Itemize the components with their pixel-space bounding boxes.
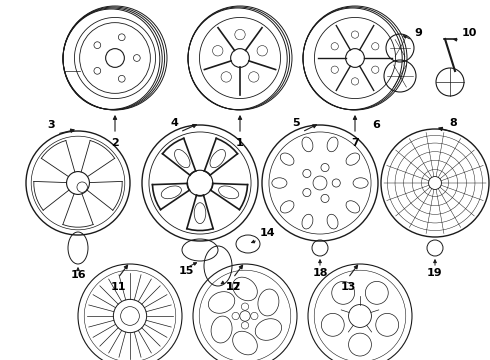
Text: 19: 19 (427, 268, 443, 278)
Text: 4: 4 (170, 118, 178, 128)
Text: 12: 12 (225, 282, 241, 292)
Text: 7: 7 (351, 138, 359, 148)
Text: 8: 8 (449, 118, 457, 128)
Text: 2: 2 (111, 138, 119, 148)
Text: 9: 9 (414, 28, 422, 38)
Text: 10: 10 (462, 28, 477, 38)
Text: 6: 6 (372, 120, 380, 130)
Text: 3: 3 (47, 120, 55, 130)
Text: 16: 16 (70, 270, 86, 280)
Text: 1: 1 (236, 138, 244, 148)
Text: 11: 11 (110, 282, 126, 292)
Text: 18: 18 (312, 268, 328, 278)
Text: 17: 17 (226, 282, 242, 292)
Text: 5: 5 (292, 118, 300, 128)
Text: 13: 13 (341, 282, 356, 292)
Text: 15: 15 (178, 266, 194, 276)
Text: 14: 14 (260, 228, 275, 238)
